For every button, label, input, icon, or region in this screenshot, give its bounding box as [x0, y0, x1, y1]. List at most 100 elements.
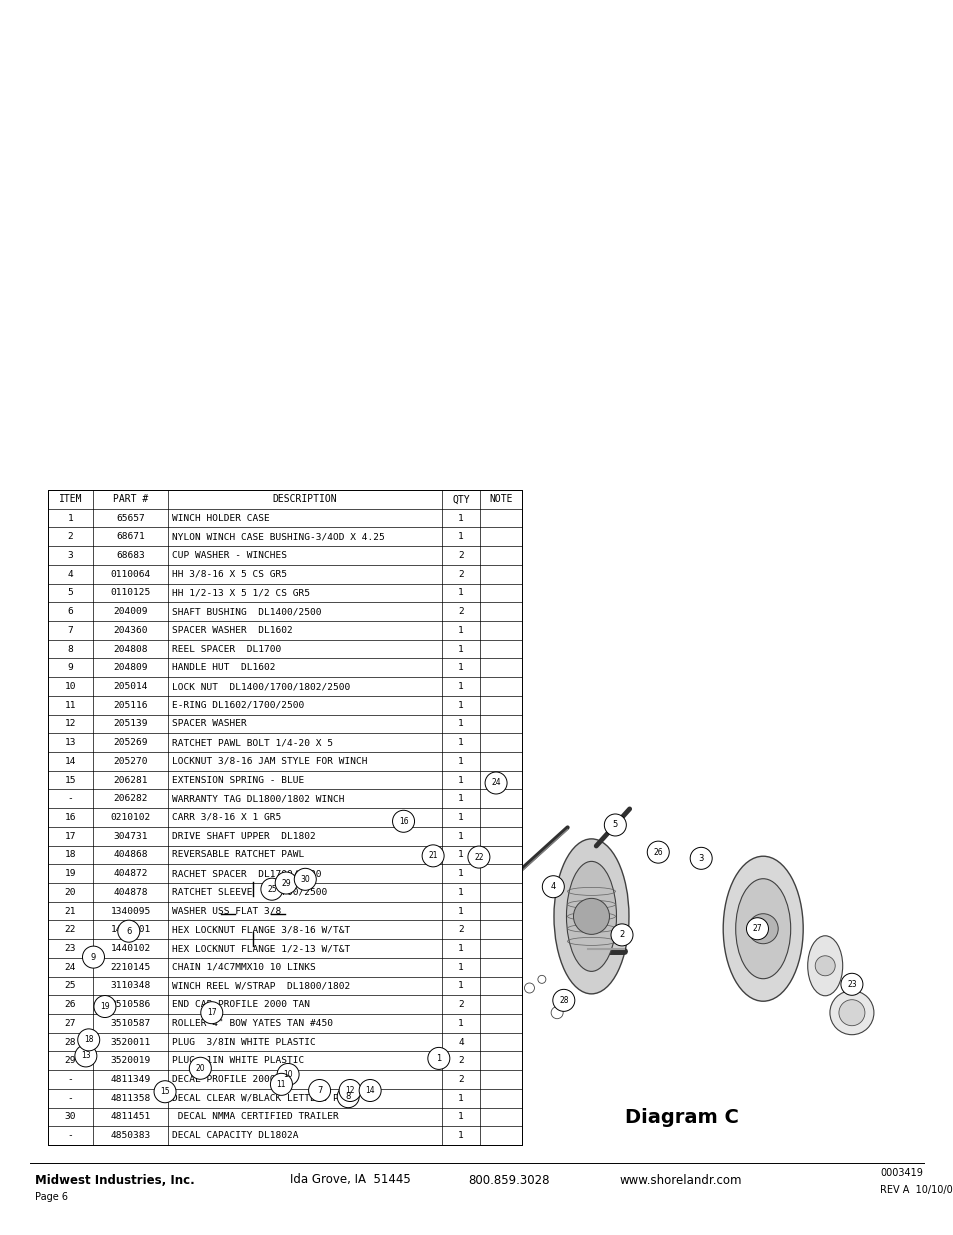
- Ellipse shape: [78, 868, 101, 890]
- Ellipse shape: [735, 879, 790, 978]
- Text: DRIVE SHAFT UPPER  DL1802: DRIVE SHAFT UPPER DL1802: [172, 831, 315, 841]
- Text: 7: 7: [68, 626, 73, 635]
- Text: SPACER WASHER: SPACER WASHER: [172, 720, 247, 729]
- Circle shape: [484, 772, 507, 794]
- Circle shape: [537, 976, 545, 983]
- Text: LOCK NUT  DL1400/1700/1802/2500: LOCK NUT DL1400/1700/1802/2500: [172, 682, 350, 692]
- Circle shape: [747, 914, 778, 944]
- Text: HH 1/2-13 X 5 1/2 CS GR5: HH 1/2-13 X 5 1/2 CS GR5: [172, 588, 310, 598]
- Text: 13: 13: [81, 1051, 91, 1061]
- Text: 4: 4: [550, 882, 556, 892]
- Text: 1: 1: [457, 757, 463, 766]
- Text: 4: 4: [68, 569, 73, 579]
- Ellipse shape: [111, 931, 133, 953]
- Text: Midwest Industries, Inc.: Midwest Industries, Inc.: [35, 1173, 194, 1187]
- Text: 68671: 68671: [116, 532, 145, 541]
- Text: 205116: 205116: [113, 700, 148, 710]
- Text: DESCRIPTION: DESCRIPTION: [273, 494, 337, 504]
- Text: 1: 1: [457, 1131, 463, 1140]
- Text: 18: 18: [65, 851, 76, 860]
- Ellipse shape: [566, 861, 616, 972]
- Text: EXTENSION SPRING - BLUE: EXTENSION SPRING - BLUE: [172, 776, 304, 784]
- Text: 205269: 205269: [113, 739, 148, 747]
- Text: PART #: PART #: [112, 494, 148, 504]
- Text: REVERSABLE RATCHET PAWL: REVERSABLE RATCHET PAWL: [172, 851, 304, 860]
- Text: 204808: 204808: [113, 645, 148, 653]
- Text: 29: 29: [65, 1056, 76, 1066]
- Ellipse shape: [245, 1124, 260, 1139]
- Text: 1: 1: [457, 663, 463, 672]
- Text: 30: 30: [300, 874, 310, 884]
- Text: 8: 8: [345, 1092, 351, 1102]
- Text: WINCH REEL W/STRAP  DL1800/1802: WINCH REEL W/STRAP DL1800/1802: [172, 982, 350, 990]
- Circle shape: [234, 895, 271, 932]
- Ellipse shape: [72, 947, 99, 974]
- Text: 3110348: 3110348: [111, 982, 151, 990]
- Circle shape: [189, 1057, 212, 1079]
- Ellipse shape: [152, 1095, 172, 1115]
- Text: 1: 1: [457, 851, 463, 860]
- Circle shape: [838, 999, 864, 1026]
- Text: 4811349: 4811349: [111, 1074, 151, 1084]
- Circle shape: [378, 762, 389, 772]
- Text: 1: 1: [457, 1113, 463, 1121]
- Text: 1: 1: [457, 720, 463, 729]
- Text: 28: 28: [558, 995, 568, 1005]
- Circle shape: [217, 879, 288, 948]
- Text: 1: 1: [457, 682, 463, 692]
- Text: WASHER USS FLAT 3/8: WASHER USS FLAT 3/8: [172, 906, 281, 915]
- Text: 1: 1: [457, 869, 463, 878]
- Circle shape: [573, 898, 609, 935]
- Text: 1: 1: [457, 514, 463, 522]
- Text: 2: 2: [457, 1056, 463, 1066]
- Text: 2: 2: [618, 930, 624, 940]
- Text: 20: 20: [195, 1063, 205, 1073]
- Text: 3510586: 3510586: [111, 1000, 151, 1009]
- Text: 1: 1: [68, 514, 73, 522]
- Text: 0110125: 0110125: [111, 588, 151, 598]
- Circle shape: [815, 956, 834, 976]
- Text: 25: 25: [267, 884, 276, 894]
- Text: Diagram C: Diagram C: [624, 1108, 738, 1128]
- Polygon shape: [470, 864, 479, 872]
- Text: CARR 3/8-16 X 1 GR5: CARR 3/8-16 X 1 GR5: [172, 813, 281, 823]
- Text: WINCH HOLDER CASE: WINCH HOLDER CASE: [172, 514, 270, 522]
- Text: 1: 1: [457, 1019, 463, 1028]
- Circle shape: [745, 918, 768, 940]
- Text: 2: 2: [457, 569, 463, 579]
- Text: 206282: 206282: [113, 794, 148, 803]
- Text: 205270: 205270: [113, 757, 148, 766]
- Circle shape: [421, 845, 444, 867]
- Text: Ida Grove, IA  51445: Ida Grove, IA 51445: [290, 1173, 411, 1187]
- Circle shape: [477, 1002, 491, 1016]
- Circle shape: [524, 983, 534, 993]
- Circle shape: [278, 762, 289, 772]
- Circle shape: [509, 990, 520, 1003]
- Text: 2: 2: [457, 551, 463, 559]
- Text: 23: 23: [846, 979, 856, 989]
- Text: 5: 5: [612, 820, 618, 830]
- Circle shape: [392, 810, 415, 832]
- Circle shape: [336, 1086, 359, 1108]
- Text: DECAL CAPACITY DL1802A: DECAL CAPACITY DL1802A: [172, 1131, 298, 1140]
- Circle shape: [610, 924, 633, 946]
- Text: 2: 2: [68, 532, 73, 541]
- Text: 204009: 204009: [113, 608, 148, 616]
- Ellipse shape: [184, 1100, 207, 1123]
- Ellipse shape: [195, 851, 310, 977]
- Text: 304731: 304731: [113, 831, 148, 841]
- Text: 0003419: 0003419: [879, 1168, 922, 1178]
- Text: 1: 1: [457, 776, 463, 784]
- Text: 30: 30: [65, 1113, 76, 1121]
- Ellipse shape: [110, 882, 142, 914]
- Text: 68683: 68683: [116, 551, 145, 559]
- Circle shape: [151, 1070, 164, 1084]
- Text: 17: 17: [207, 1008, 216, 1018]
- Text: 2: 2: [457, 1074, 463, 1084]
- Text: 1: 1: [457, 645, 463, 653]
- Circle shape: [541, 876, 564, 898]
- Ellipse shape: [287, 1113, 304, 1130]
- Circle shape: [82, 946, 105, 968]
- Text: RATCHET PAWL BOLT 1/4-20 X 5: RATCHET PAWL BOLT 1/4-20 X 5: [172, 739, 333, 747]
- Text: 1: 1: [457, 794, 463, 803]
